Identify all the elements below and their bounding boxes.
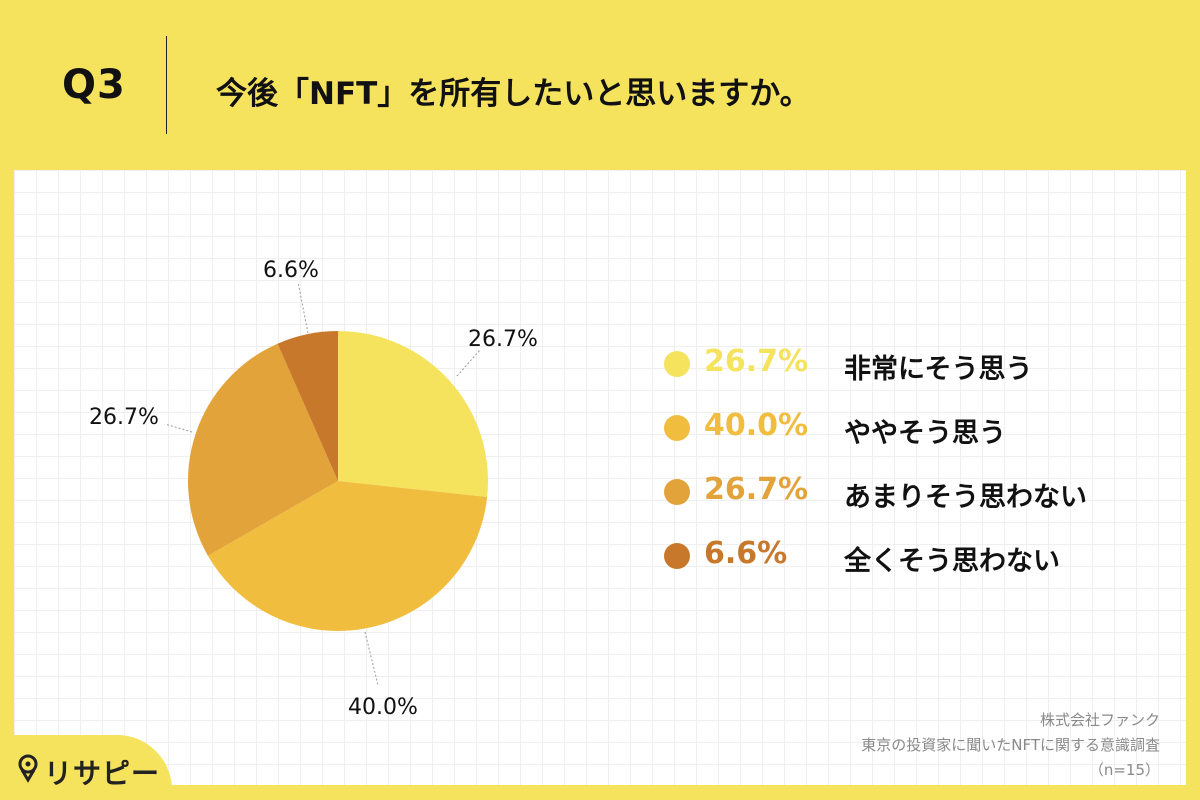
slice-data-label: 40.0%	[348, 695, 418, 720]
header-divider	[166, 36, 167, 134]
brand-logo-text: リサピー	[44, 757, 161, 790]
legend-percent: 26.7%	[704, 344, 809, 379]
pie-slice	[338, 331, 488, 497]
question-number: Q3	[62, 62, 126, 108]
footer-company: 株式会社ファンク	[1039, 711, 1160, 729]
slice-data-label: 26.7%	[468, 327, 538, 352]
legend-percent: 6.6%	[704, 536, 788, 571]
header: Q3 今後「NFT」を所有したいと思いますか。	[0, 0, 1200, 170]
footer-source: 株式会社ファンク 東京の投資家に聞いたNFTに関する意識調査 （n=15）	[861, 708, 1160, 783]
legend-label: ややそう思う	[844, 418, 1006, 449]
pie-slices	[187, 331, 488, 631]
pie-slice	[207, 481, 488, 631]
slice-data-label: 26.7%	[89, 405, 159, 430]
legend-swatch	[664, 543, 690, 569]
logo-tab	[0, 735, 172, 800]
question-title: 今後「NFT」を所有したいと思いますか。	[216, 76, 811, 112]
legend-swatch	[664, 415, 690, 441]
legend-label: 非常にそう思う	[844, 354, 1033, 385]
legend-label: 全くそう思わない	[844, 546, 1060, 577]
slice-labels: 26.7% 40.0% 26.7% 6.6%	[89, 258, 538, 720]
leader-line	[164, 423, 193, 433]
legend-label: あまりそう思わない	[844, 482, 1087, 513]
leader-lines	[164, 281, 481, 686]
legend-percent: 40.0%	[704, 408, 809, 443]
slice-data-label: 6.6%	[263, 258, 319, 283]
pin-icon	[18, 754, 38, 783]
pie-slice	[187, 343, 338, 556]
legend-swatch	[664, 351, 690, 377]
leader-line	[297, 281, 309, 334]
leader-line	[364, 631, 379, 686]
pie-slice	[277, 331, 338, 481]
footer-survey: 東京の投資家に聞いたNFTに関する意識調査	[861, 736, 1160, 754]
leader-line	[456, 349, 481, 377]
legend-swatch	[664, 479, 690, 505]
legend-percent: 26.7%	[704, 472, 809, 507]
footer-sample-size: （n=15）	[1088, 761, 1160, 779]
